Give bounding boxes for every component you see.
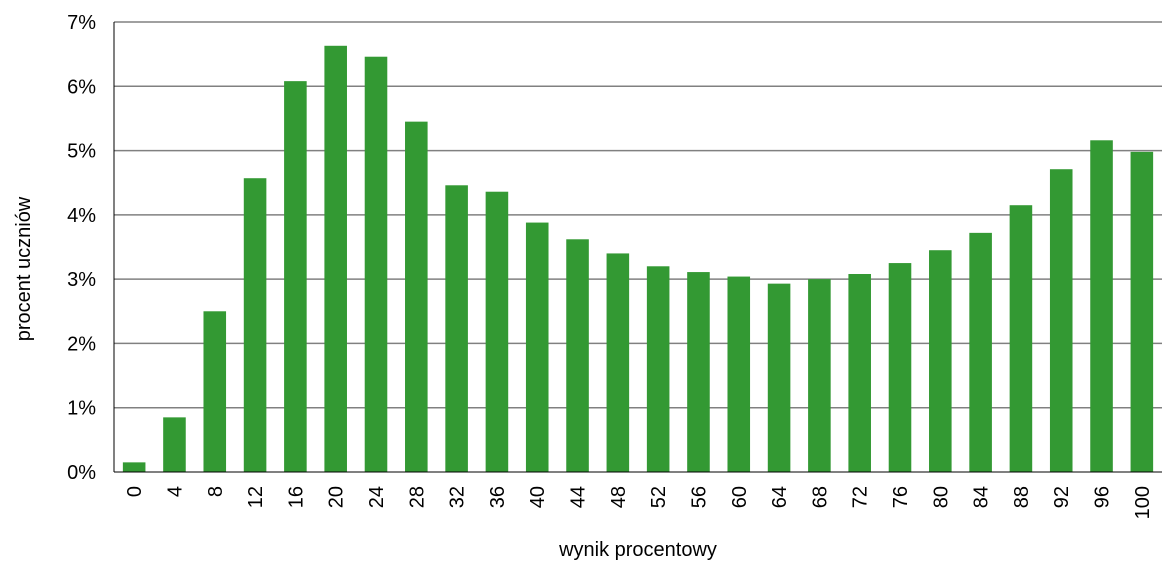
x-axis-title: wynik procentowy — [558, 539, 717, 561]
y-tick-label: 3% — [67, 269, 96, 291]
x-tick-label: 12 — [245, 486, 267, 508]
gridlines — [114, 21, 1162, 409]
bars — [122, 45, 1154, 473]
bar — [163, 417, 186, 472]
x-tick-label: 68 — [809, 486, 831, 508]
x-tick-label: 96 — [1092, 486, 1114, 508]
bar — [969, 232, 992, 472]
bar — [445, 185, 468, 473]
x-tick-label: 4 — [164, 486, 186, 497]
x-tick-label: 28 — [406, 486, 428, 508]
y-tick-label: 7% — [67, 12, 96, 34]
bar — [1049, 169, 1073, 472]
x-tick-label: 20 — [326, 486, 348, 508]
bar — [203, 311, 227, 472]
y-tick-label: 0% — [67, 462, 96, 484]
x-tick-label: 24 — [366, 486, 388, 508]
x-tick-label: 100 — [1132, 486, 1154, 519]
bar — [808, 279, 831, 472]
x-tick-label: 84 — [971, 486, 993, 508]
x-tick-label: 60 — [729, 486, 751, 508]
bar — [243, 178, 267, 472]
y-tick-label: 4% — [67, 205, 96, 227]
x-tick-label: 16 — [285, 486, 307, 508]
bar — [566, 239, 589, 472]
bar — [525, 222, 549, 472]
bar — [1090, 140, 1113, 473]
x-tick-label: 88 — [1011, 486, 1033, 508]
y-axis-ticks: 0% 1% 2% 3% 4% 5% 6% 7% — [67, 12, 96, 484]
x-axis-ticks: 0 4 8 12 16 20 24 28 32 36 40 44 48 52 56 60 64 68 72 76 80 8… — [124, 486, 1154, 519]
bar — [727, 276, 751, 472]
bar — [1130, 151, 1154, 472]
bar — [606, 253, 630, 472]
bar — [324, 45, 347, 473]
bar — [646, 266, 670, 472]
bar — [364, 56, 388, 472]
y-axis-title: procent uczniów — [13, 196, 35, 341]
bar — [888, 263, 912, 472]
bar — [1009, 205, 1033, 472]
x-tick-label: 48 — [608, 486, 630, 508]
bar — [284, 81, 307, 473]
x-tick-label: 36 — [487, 486, 509, 508]
x-tick-label: 32 — [447, 486, 469, 508]
bar — [485, 191, 509, 472]
y-tick-label: 6% — [67, 76, 96, 98]
x-tick-label: 72 — [850, 486, 872, 508]
bar — [767, 283, 791, 472]
x-tick-label: 56 — [688, 486, 710, 508]
x-tick-label: 92 — [1051, 486, 1073, 508]
y-tick-label: 2% — [67, 333, 96, 355]
x-tick-label: 44 — [568, 486, 590, 508]
bar — [405, 121, 428, 473]
x-tick-label: 64 — [769, 486, 791, 508]
x-tick-label: 0 — [124, 486, 146, 497]
bar — [848, 274, 871, 472]
x-tick-label: 76 — [890, 486, 912, 508]
bar — [122, 462, 146, 472]
x-tick-label: 80 — [930, 486, 952, 508]
x-tick-label: 8 — [205, 486, 227, 497]
bar — [929, 250, 952, 472]
bar — [687, 272, 710, 472]
x-tick-label: 52 — [648, 486, 670, 508]
y-tick-label: 5% — [67, 141, 96, 163]
y-tick-label: 1% — [67, 398, 96, 420]
x-tick-label: 40 — [527, 486, 549, 508]
